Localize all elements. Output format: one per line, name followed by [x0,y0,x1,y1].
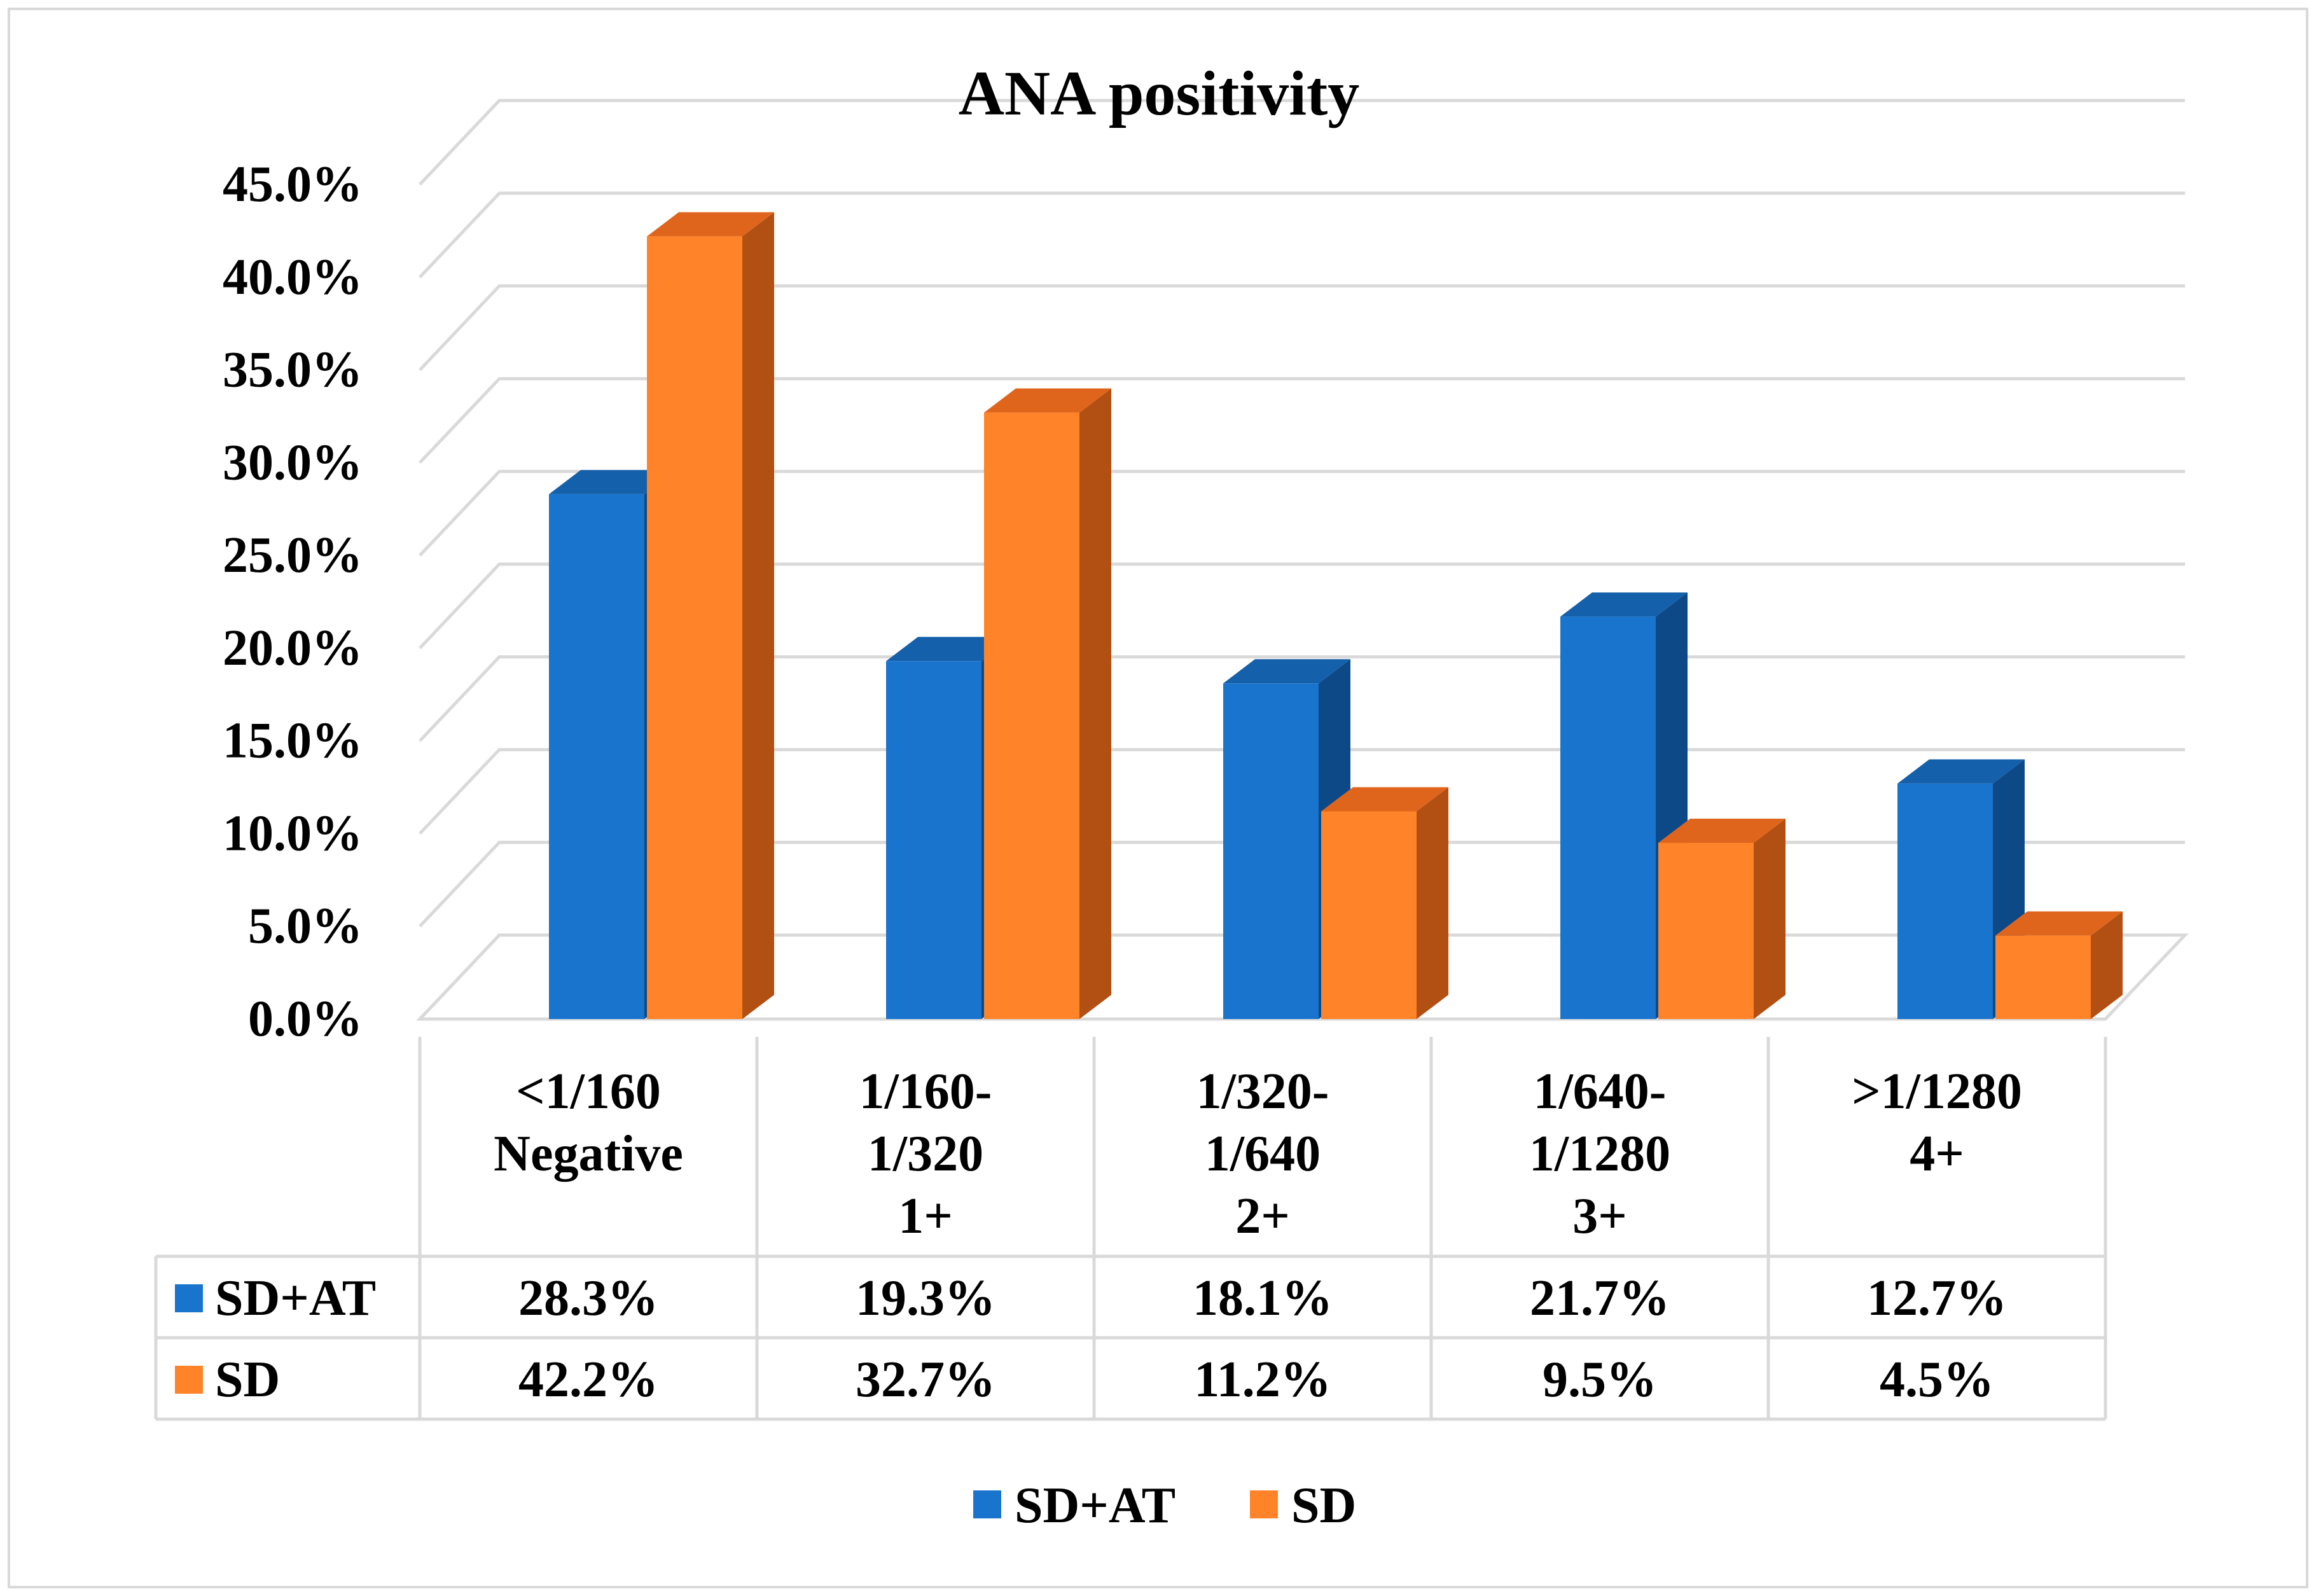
bar-top [647,212,774,237]
x-tick-label: 1/640- 1/1280 3+ [1529,1064,1670,1244]
x-tick-label-line: 1/1280 [1529,1126,1670,1182]
y-tick-label: 0.0% [248,991,363,1047]
y-tick-label: 30.0% [223,434,363,490]
legend-key [1250,1490,1278,1518]
gridline [419,562,2185,649]
table-legend-key [175,1366,203,1394]
bar-top [549,469,676,494]
bar [886,661,981,1019]
x-tick-label-line: Negative [494,1126,683,1182]
gridline [419,191,2185,279]
x-tick-label-line: 1/320- [1196,1064,1329,1120]
data-label: 9.5% [1543,1352,1657,1408]
bar [1897,783,1993,1019]
bar-side [2091,911,2123,1019]
x-tick-label-line: 1/640 [1205,1126,1321,1182]
bars-layer [549,212,2123,1020]
x-tick-label: 1/320- 1/640 2+ [1196,1064,1329,1244]
bar [647,236,742,1020]
y-tick-label: 35.0% [223,342,363,398]
bar [1995,935,2091,1019]
x-tick-label-line: 2+ [1235,1188,1290,1244]
bar [1560,616,1656,1019]
bar-top [1995,911,2123,936]
bar-side [1754,819,1786,1019]
data-label: 28.3% [518,1270,658,1326]
legend-key [973,1490,1001,1518]
gridline [419,99,2185,186]
x-tick-label-line: 1/160- [859,1064,992,1120]
bar [984,412,1079,1019]
data-label: 18.1% [1193,1270,1333,1326]
y-tick-label: 20.0% [223,620,363,676]
x-tick-label-line: 3+ [1572,1188,1627,1244]
legend-label: SD+AT [1015,1478,1175,1534]
bar-top [1560,592,1688,617]
x-tick-label: <1/160 Negative [494,1064,683,1182]
chart-title: ANA positivity [959,58,1360,128]
data-label: 11.2% [1194,1352,1331,1408]
y-tick-label: 10.0% [223,805,363,861]
data-label: 42.2% [518,1352,658,1408]
bar-side [1417,787,1448,1019]
x-tick-label: >1/1280 4+ [1852,1064,2022,1182]
bar [1223,683,1319,1019]
gridline [419,284,2185,371]
legend-label: SD [1291,1478,1356,1534]
y-tick-label: 15.0% [223,713,363,769]
x-tick-label-line: 4+ [1910,1126,1964,1182]
bar-top [1321,787,1448,812]
data-label: 32.7% [856,1352,995,1408]
y-tick-label: 5.0% [248,898,363,954]
bar-side [742,212,774,1020]
x-tick-label-line: 1+ [898,1188,953,1244]
bar-top [1897,759,2025,784]
bar [1321,811,1417,1019]
data-label: 12.7% [1867,1270,2007,1326]
bar-top [1223,659,1350,684]
gridline [419,469,2185,557]
data-label: 21.7% [1530,1270,1670,1326]
y-tick-label: 45.0% [223,156,363,212]
bar-top [1658,819,1786,843]
x-tick-label-line: 1/640- [1534,1064,1667,1120]
data-label: 19.3% [856,1270,995,1326]
y-tick-label: 40.0% [223,249,363,305]
x-tick-label: 1/160- 1/320 1+ [859,1064,992,1244]
gridline [419,377,2185,464]
table-legend-key [175,1284,203,1312]
x-tick-label-line: 1/320 [868,1126,983,1182]
table-series-name: SD+AT [215,1270,376,1326]
y-tick-label: 25.0% [223,527,363,583]
x-tick-label-line: <1/160 [516,1064,661,1120]
bar-top [886,637,1013,662]
bar-top [984,388,1111,413]
x-tick-label-line: >1/1280 [1852,1064,2022,1120]
bar-side [1079,388,1111,1019]
text-layer: 0.0% 5.0% 10.0% 15.0% 20.0% 25.0% 30.0% 35.0% 40… [215,58,2022,1408]
bar [549,494,644,1019]
bar [1658,843,1754,1019]
data-table [154,1037,2107,1421]
table-series-name: SD [215,1352,280,1408]
legend: SD+AT SD [973,1478,1356,1534]
data-label: 4.5% [1880,1352,1994,1408]
